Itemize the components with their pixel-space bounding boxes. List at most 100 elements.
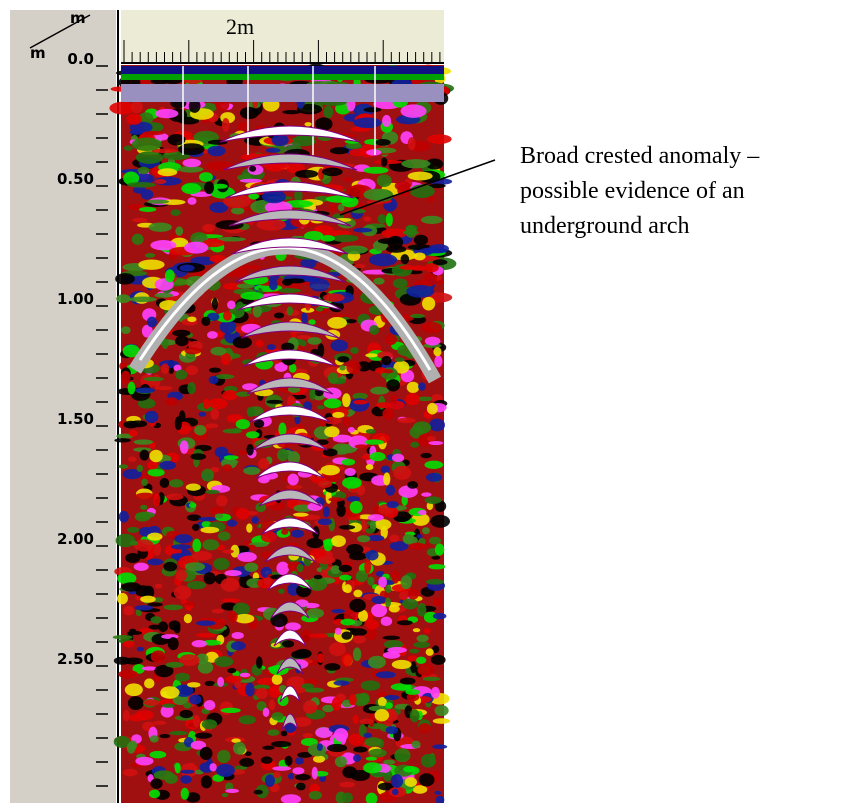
radar-blob bbox=[135, 151, 164, 164]
radar-blob bbox=[296, 563, 304, 573]
radar-blob bbox=[371, 603, 388, 618]
radar-blob bbox=[278, 588, 285, 594]
radar-blob bbox=[425, 472, 443, 482]
radar-blob bbox=[127, 630, 143, 635]
radar-blob bbox=[294, 414, 301, 425]
radar-blob bbox=[223, 455, 239, 460]
radar-blob bbox=[160, 686, 180, 699]
hyperbola bbox=[276, 657, 304, 675]
radar-blob bbox=[323, 539, 333, 552]
radar-blob bbox=[195, 632, 217, 638]
radar-blob bbox=[128, 296, 157, 303]
radar-blob bbox=[413, 641, 431, 648]
radar-blob bbox=[409, 709, 420, 723]
radar-blob bbox=[252, 305, 263, 318]
radar-blob bbox=[256, 701, 267, 711]
radar-blob bbox=[380, 616, 393, 627]
radar-blob bbox=[421, 215, 443, 225]
radar-blob bbox=[353, 103, 374, 117]
radar-blob bbox=[340, 618, 356, 626]
annotation: Broad crested anomaly – possible evidence… bbox=[520, 143, 760, 239]
radar-blob bbox=[221, 117, 230, 132]
radar-blob bbox=[237, 552, 257, 562]
radar-blob bbox=[301, 312, 308, 325]
radar-blob bbox=[147, 532, 163, 541]
radar-blob bbox=[323, 105, 334, 119]
radar-blob bbox=[375, 570, 385, 577]
radar-blob bbox=[216, 495, 228, 507]
hyperbola bbox=[252, 433, 328, 451]
radar-blob bbox=[385, 213, 393, 227]
radar-blob bbox=[433, 347, 442, 357]
radar-blob bbox=[331, 535, 346, 547]
radar-blob bbox=[264, 774, 276, 787]
radar-blob bbox=[400, 104, 427, 118]
radar-blob bbox=[425, 578, 445, 585]
radar-blob bbox=[422, 296, 436, 311]
radar-blob bbox=[265, 147, 281, 153]
radar-blob bbox=[389, 541, 409, 551]
radar-blob bbox=[255, 339, 264, 348]
radar-blob bbox=[324, 426, 340, 438]
radar-blob bbox=[432, 744, 448, 749]
radar-blob bbox=[253, 684, 271, 690]
radar-blob bbox=[405, 392, 420, 406]
radar-blob bbox=[154, 292, 174, 298]
radar-blob bbox=[221, 598, 241, 603]
radar-blob bbox=[368, 655, 386, 669]
radar-blob bbox=[382, 635, 401, 640]
radar-blob bbox=[214, 446, 229, 458]
radar-blob bbox=[121, 582, 142, 592]
radar-blob bbox=[281, 529, 289, 535]
radar-blob bbox=[424, 496, 442, 505]
radar-blob bbox=[137, 398, 156, 409]
radar-blob bbox=[211, 297, 218, 310]
radar-blob bbox=[143, 699, 160, 706]
radar-blob bbox=[295, 757, 304, 765]
radar-blob bbox=[302, 514, 321, 521]
radar-blob bbox=[334, 756, 347, 768]
radar-blob bbox=[290, 529, 305, 538]
radar-blob bbox=[243, 466, 261, 475]
surface-band bbox=[121, 74, 444, 80]
radar-blob bbox=[248, 165, 257, 172]
radar-blob bbox=[231, 632, 244, 640]
annotation-line: Broad crested anomaly – bbox=[520, 143, 760, 169]
radar-blob bbox=[190, 453, 207, 460]
radar-blob bbox=[350, 347, 359, 354]
radar-blob bbox=[233, 741, 246, 755]
radar-blob bbox=[370, 772, 388, 777]
radar-blob bbox=[266, 344, 276, 351]
radar-blob bbox=[187, 197, 197, 205]
radar-blob bbox=[385, 584, 392, 594]
radar-blob bbox=[175, 226, 184, 236]
radar-blob bbox=[284, 755, 293, 766]
x-unit: m bbox=[70, 9, 86, 27]
radar-blob bbox=[139, 449, 150, 461]
hyperbola bbox=[264, 545, 316, 563]
radar-blob bbox=[354, 444, 369, 449]
radar-blob bbox=[134, 512, 151, 522]
radar-blob bbox=[387, 646, 407, 654]
radar-blob bbox=[409, 313, 425, 319]
radar-blob bbox=[385, 702, 393, 709]
radar-blob bbox=[174, 416, 183, 431]
radar-blob bbox=[346, 360, 361, 375]
radar-blob bbox=[356, 484, 366, 496]
radar-blob bbox=[308, 790, 322, 800]
radar-blob bbox=[363, 216, 372, 222]
radar-blob bbox=[144, 678, 155, 689]
radar-blob bbox=[118, 510, 129, 523]
radar-blob bbox=[405, 224, 417, 238]
radar-blob bbox=[130, 100, 143, 114]
radar-blob bbox=[393, 360, 410, 374]
radar-blob bbox=[149, 449, 163, 463]
radar-blob bbox=[116, 592, 128, 605]
radar-blob bbox=[132, 186, 147, 194]
radar-blob bbox=[256, 656, 263, 669]
radar-blob bbox=[292, 767, 305, 775]
hyperbola bbox=[270, 601, 310, 619]
radar-blob bbox=[365, 528, 375, 534]
x-ruler bbox=[121, 10, 444, 64]
